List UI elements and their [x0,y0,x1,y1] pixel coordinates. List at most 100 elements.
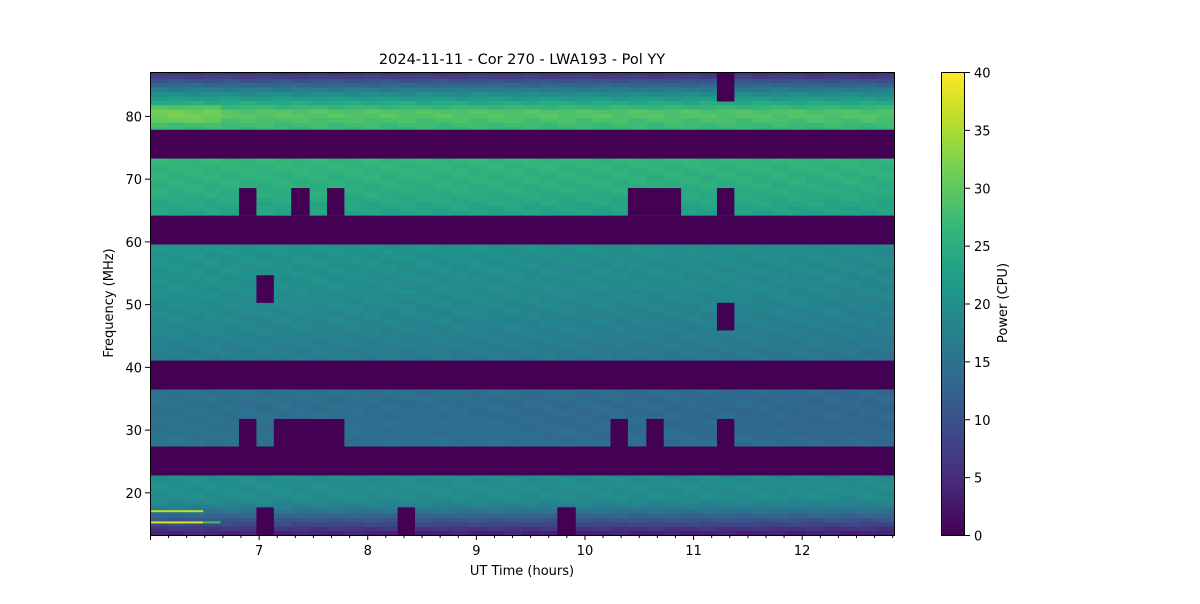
heatmap-cell [735,394,754,400]
heatmap-cell [628,249,648,255]
heatmap-cell [380,166,399,172]
heatmap-cell [646,267,665,273]
heatmap-cell [309,183,328,189]
heatmap-cell [185,95,204,101]
heatmap-cell [557,72,577,75]
heatmap-cell [788,433,807,439]
heatmap-cell [416,429,435,435]
heatmap-cell [327,179,346,185]
heatmap-cell [522,332,541,338]
heatmap-cell [150,122,169,128]
heatmap-cell [575,205,595,211]
heatmap-cell [628,319,648,325]
heatmap-cell [433,337,453,343]
heatmap-cell [167,429,187,435]
heatmap-cell [877,289,895,295]
heatmap-cell [451,104,470,110]
heatmap-cell [238,157,258,163]
heatmap-cell [611,350,630,356]
colorbar-segment [941,179,965,183]
heatmap-cell [345,394,364,400]
heatmap-cell [770,354,790,360]
heatmap-cell [628,166,648,172]
heatmap-cell [646,289,665,295]
heatmap-cell [504,420,524,426]
heatmap-cell [362,354,382,360]
colorbar-segment [941,494,965,498]
heatmap-cell [735,117,754,123]
heatmap-cell [646,508,665,514]
heatmap-cell [646,174,665,180]
heatmap-cell [575,354,595,360]
heatmap-cell [309,82,328,88]
heatmap-cell [416,315,435,321]
heatmap-cell [167,166,187,172]
heatmap-cell [540,315,559,321]
heatmap-cell [380,95,399,101]
heatmap-cell [256,109,275,114]
heatmap-cell [717,491,736,497]
heatmap-cell [345,346,364,352]
heatmap-cell [770,262,790,268]
heatmap-cell [717,253,736,259]
heatmap-cell [735,293,754,299]
heatmap-cell [522,420,541,426]
heatmap-cell [433,78,453,84]
heatmap-cell [717,398,736,404]
heatmap-cell [220,72,240,75]
heatmap-cell [185,328,204,334]
heatmap-cell [611,504,630,510]
heatmap-cell [362,517,382,523]
heatmap-cell [398,495,417,501]
heatmap-cell [540,486,559,492]
heatmap-cell [877,332,895,338]
heatmap-cell [859,95,878,101]
heatmap-cell [575,188,595,194]
heatmap-cell [770,117,790,123]
heatmap-cell [486,412,506,418]
heatmap-cell [416,179,435,185]
heatmap-cell [877,491,895,497]
heatmap-cell [451,319,470,325]
heatmap-cell [309,284,328,290]
heatmap-cell [345,267,364,273]
heatmap-cell [327,262,346,268]
heatmap-cell [451,157,470,163]
heatmap-cell [682,113,701,119]
heatmap-cell [451,192,470,198]
heatmap-cell [469,394,488,400]
heatmap-cell [291,179,311,185]
heatmap-cell [522,249,541,255]
heatmap-cell [362,513,382,519]
heatmap-cell [699,201,719,207]
heatmap-cell [433,394,453,400]
heatmap-cell [717,179,736,185]
heatmap-cell [398,284,417,290]
heatmap-cell [664,433,683,439]
heatmap-cell [788,315,807,321]
heatmap-cell [380,73,399,79]
heatmap-cell [841,311,861,317]
colorbar-segment [941,456,965,461]
heatmap-cell [167,407,187,413]
heatmap-cell [770,429,790,435]
heatmap-cell [291,517,311,523]
heatmap-cell [859,117,878,123]
heatmap-cell [327,473,346,479]
heatmap-cell [362,73,382,79]
heatmap-cell [788,332,807,338]
heatmap-cell [167,442,187,448]
heatmap-cell [291,174,311,180]
heatmap-cell [753,289,772,295]
heatmap-cell [504,201,524,207]
heatmap-cell [380,161,399,167]
heatmap-cell [327,328,346,334]
heatmap-cell [788,122,807,128]
heatmap-cell [646,482,665,488]
heatmap-cell [557,104,577,110]
heatmap-cell [150,438,169,444]
heatmap-cell [380,429,399,435]
heatmap-cell [628,499,648,505]
heatmap-cell [362,82,382,88]
heatmap-cell [150,188,169,194]
